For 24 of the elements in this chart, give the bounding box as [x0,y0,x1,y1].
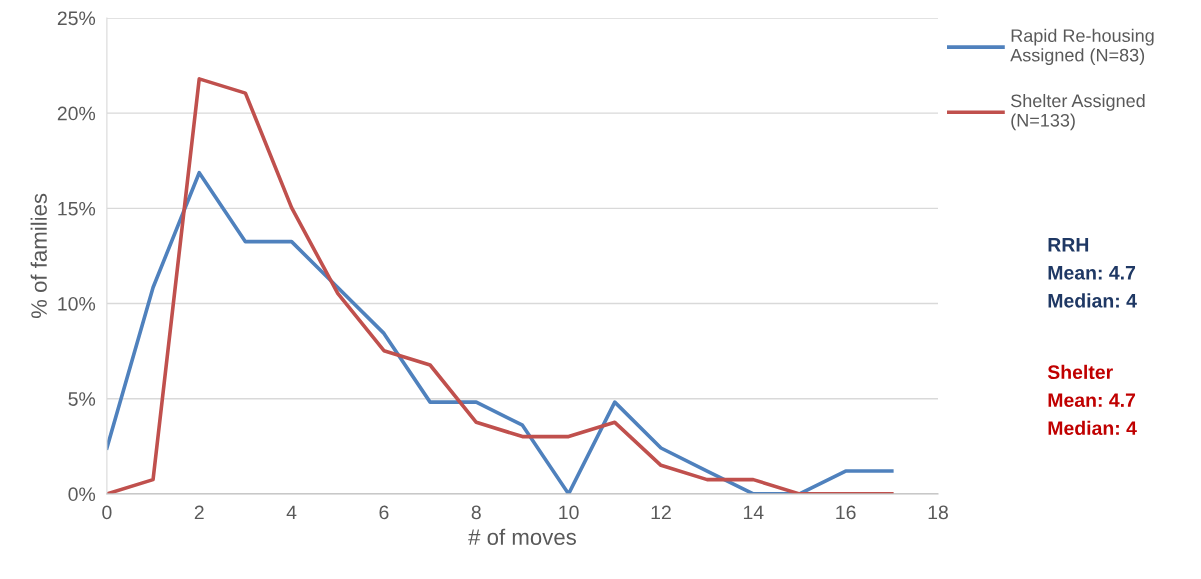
x-tick-label: 4 [286,505,297,520]
line-series [106,77,894,494]
line-series [106,170,894,494]
x-axis-title: # of moves [468,528,576,545]
x-tick-label: 18 [928,505,948,520]
y-tick-label: 0% [68,487,96,502]
x-tick-label: 10 [559,505,579,520]
x-tick-label: 12 [651,505,671,520]
y-tick-label: 25% [57,11,96,26]
y-tick-label: 20% [57,106,96,121]
text: RRH Mean: 4.7 Median: 4 [1048,238,1137,308]
legend-label: Rapid Re-housing Assigned (N=83) [1010,28,1154,66]
x-tick-label: 14 [743,505,764,520]
x-tick-label: 16 [836,505,856,520]
x-tick-label: 8 [471,505,481,520]
x-tick-label: 2 [194,505,204,520]
x-tick-label: 0 [102,505,112,520]
text: Shelter Mean: 4.7 Median: 4 [1047,364,1137,436]
y-axis-title: % of families [30,193,47,319]
legend-label: Shelter Assigned (N=133) [1011,93,1145,131]
y-tick-label: 10% [58,296,96,311]
x-tick-label: 6 [379,505,389,520]
y-tick-label: 5% [68,392,96,406]
y-tick-label: 15% [58,201,96,216]
